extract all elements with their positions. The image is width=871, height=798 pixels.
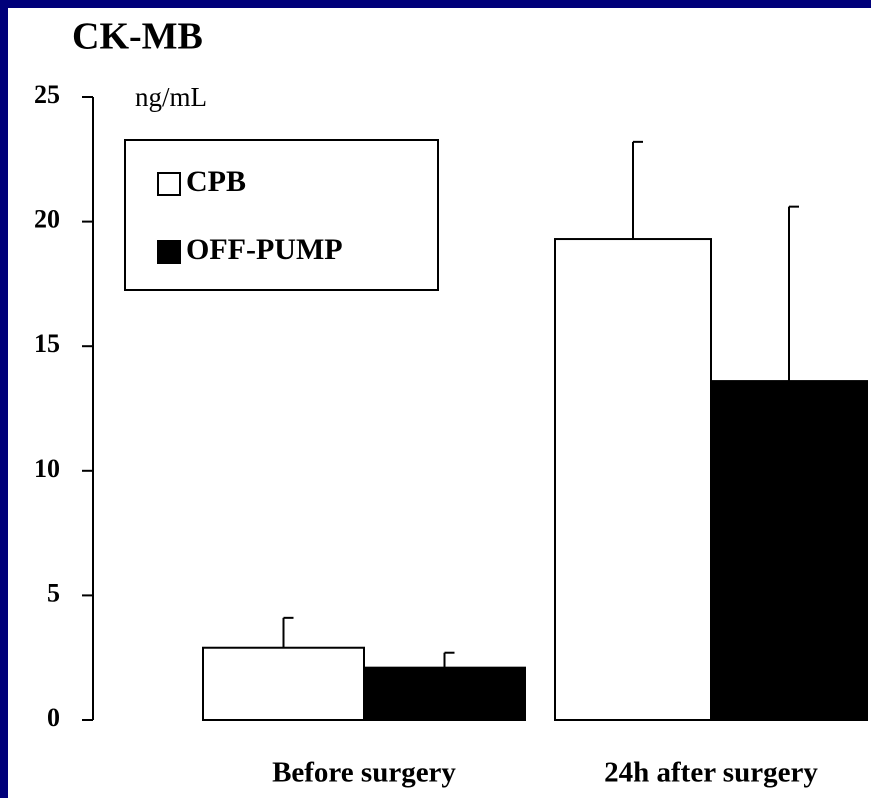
chart-title: CK-MB bbox=[72, 16, 203, 58]
y-tick-label: 5 bbox=[47, 578, 60, 607]
y-axis-label: ng/mL bbox=[135, 82, 207, 112]
legend-label: CPB bbox=[186, 165, 246, 198]
bar bbox=[363, 666, 526, 722]
legend-swatch bbox=[157, 240, 181, 264]
bar bbox=[202, 646, 365, 721]
y-tick-label: 25 bbox=[34, 80, 60, 109]
y-tick-label: 15 bbox=[34, 329, 60, 358]
x-tick-label: Before surgery bbox=[272, 757, 456, 789]
y-tick-label: 10 bbox=[34, 454, 60, 483]
y-tick-label: 0 bbox=[47, 703, 60, 732]
bar bbox=[554, 238, 712, 721]
y-tick-label: 20 bbox=[34, 205, 60, 234]
legend-swatch bbox=[157, 172, 181, 196]
legend-label: OFF-PUMP bbox=[186, 233, 343, 266]
x-tick-label: 24h after surgery bbox=[604, 757, 818, 789]
legend bbox=[124, 139, 439, 291]
bar bbox=[710, 380, 868, 721]
